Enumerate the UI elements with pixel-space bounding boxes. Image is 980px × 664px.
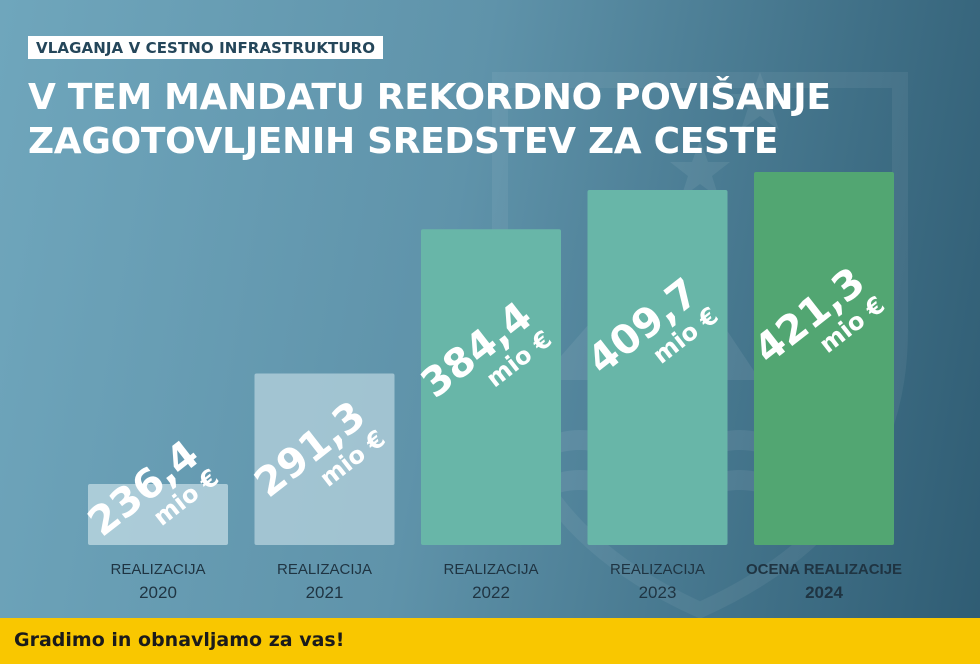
footer-bar: Gradimo in obnavljamo za vas! [0, 618, 980, 664]
headline-line-2: ZAGOTOVLJENIH SREDSTEV ZA CESTE [28, 121, 779, 162]
slogan: Gradimo in obnavljamo za vas! [14, 629, 345, 651]
headline-line-1: V TEM MANDATU REKORDNO POVIŠANJE [28, 77, 831, 118]
bar-2023 [587, 189, 728, 546]
category-label: REALIZACIJA [610, 561, 705, 578]
bar-2024 [754, 172, 894, 545]
category-year-label: 2021 [306, 583, 344, 602]
bar-2022 [421, 229, 561, 545]
category-label: REALIZACIJA [443, 561, 538, 578]
bar-2021 [254, 373, 395, 545]
category-label: OCENA REALIZACIJE [746, 561, 902, 578]
category-year-label: 2020 [139, 583, 177, 602]
bar-2020 [88, 484, 228, 545]
topic-label: VLAGANJA V CESTNO INFRASTRUKTURO [28, 36, 384, 59]
category-year-label: 2022 [472, 583, 510, 602]
category-label: REALIZACIJA [110, 561, 205, 578]
headline: V TEM MANDATU REKORDNO POVIŠANJE ZAGOTOV… [28, 76, 831, 164]
category-label: REALIZACIJA [277, 561, 372, 578]
category-year-label: 2024 [805, 583, 843, 602]
category-year-label: 2023 [639, 583, 677, 602]
